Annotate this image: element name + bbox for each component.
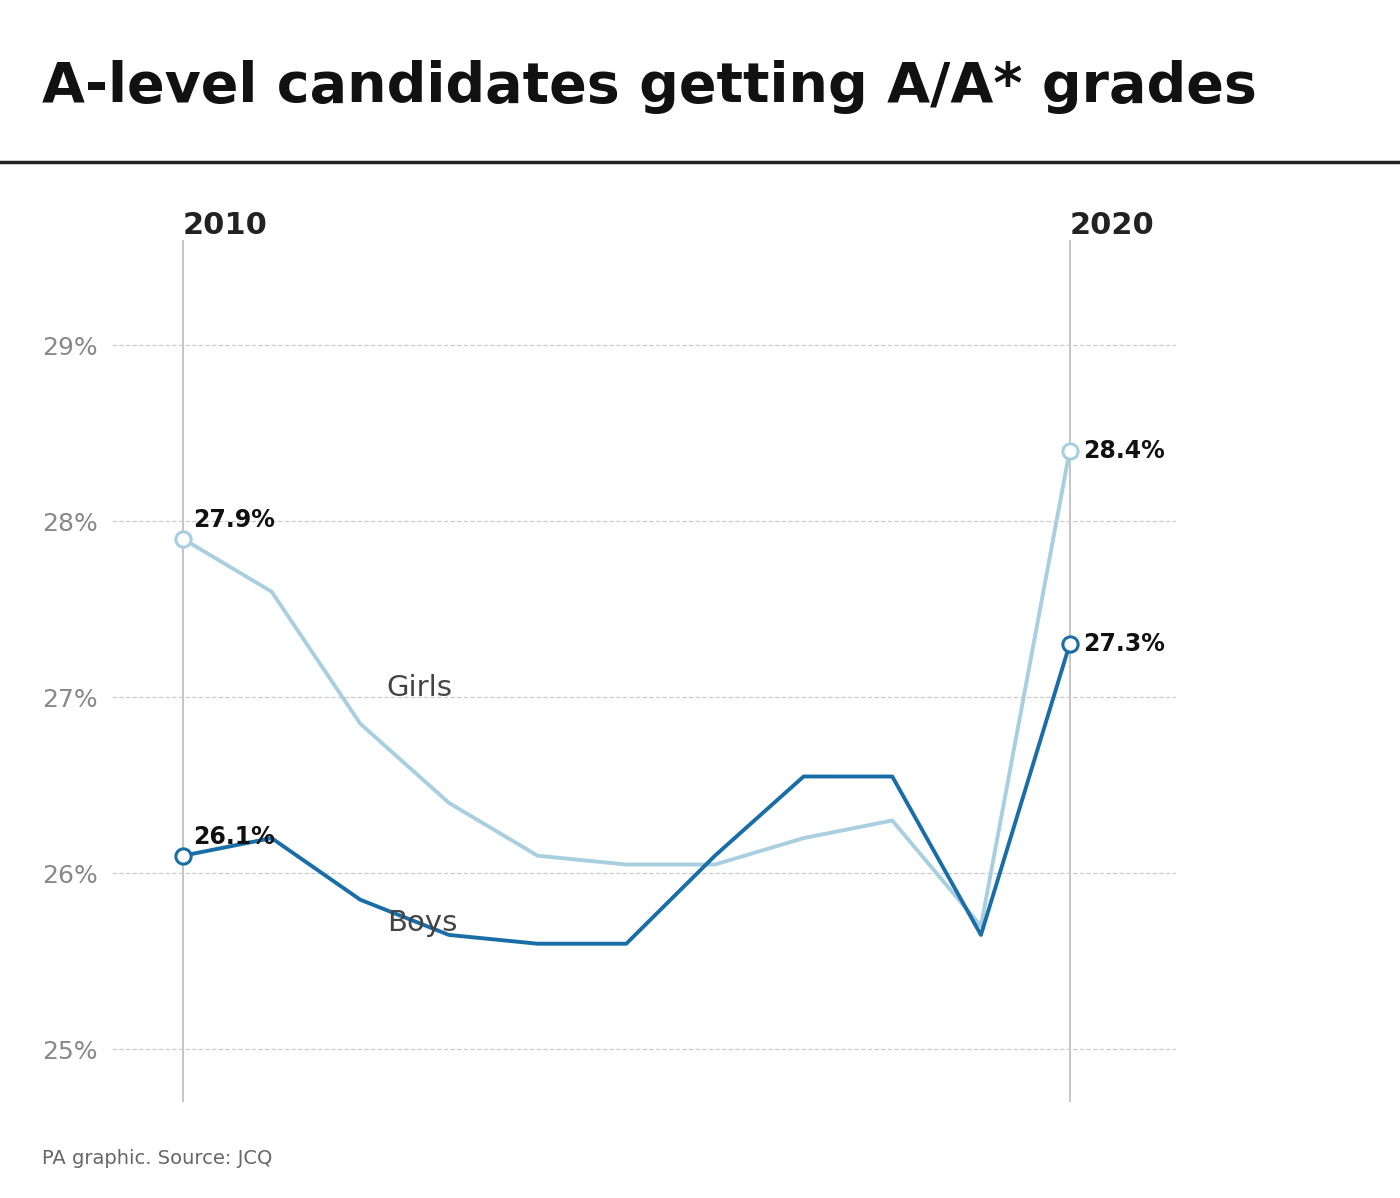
Text: 26.1%: 26.1% <box>193 824 276 848</box>
Text: 2020: 2020 <box>1070 211 1155 240</box>
Text: 2010: 2010 <box>183 211 267 240</box>
Text: Girls: Girls <box>386 674 452 702</box>
Text: A-level candidates getting A/A* grades: A-level candidates getting A/A* grades <box>42 60 1257 114</box>
Text: 28.4%: 28.4% <box>1082 438 1165 462</box>
Text: Boys: Boys <box>386 908 458 937</box>
Text: PA graphic. Source: JCQ: PA graphic. Source: JCQ <box>42 1149 273 1168</box>
Text: 27.3%: 27.3% <box>1082 633 1165 657</box>
Text: 27.9%: 27.9% <box>193 508 276 532</box>
